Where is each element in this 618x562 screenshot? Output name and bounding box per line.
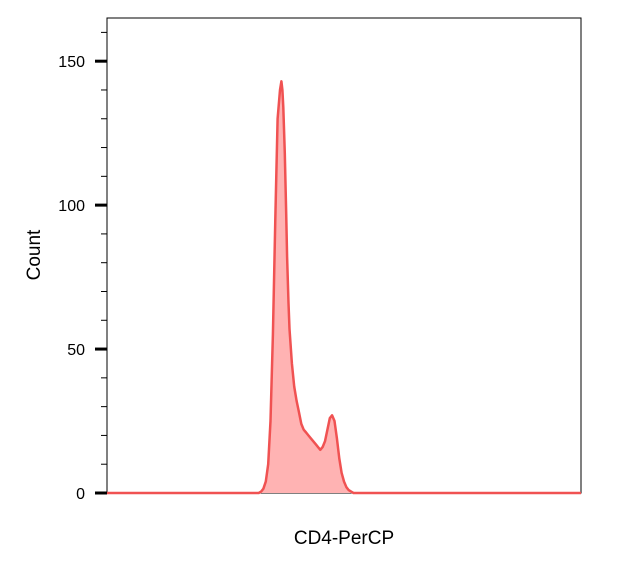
y-axis-title: Count [24, 229, 45, 280]
y-tick-label: 0 [76, 486, 85, 503]
series-layer [107, 80, 581, 495]
histogram-line [107, 80, 581, 495]
y-tick-label: 50 [67, 342, 85, 359]
y-tick-label: 150 [58, 54, 85, 71]
y-tick-label: 100 [58, 198, 85, 215]
plot-frame [106, 17, 582, 494]
y-axis-ticks: 0 50 100 150 [58, 31, 107, 503]
x-axis-title: CD4-PerCP [294, 528, 394, 549]
